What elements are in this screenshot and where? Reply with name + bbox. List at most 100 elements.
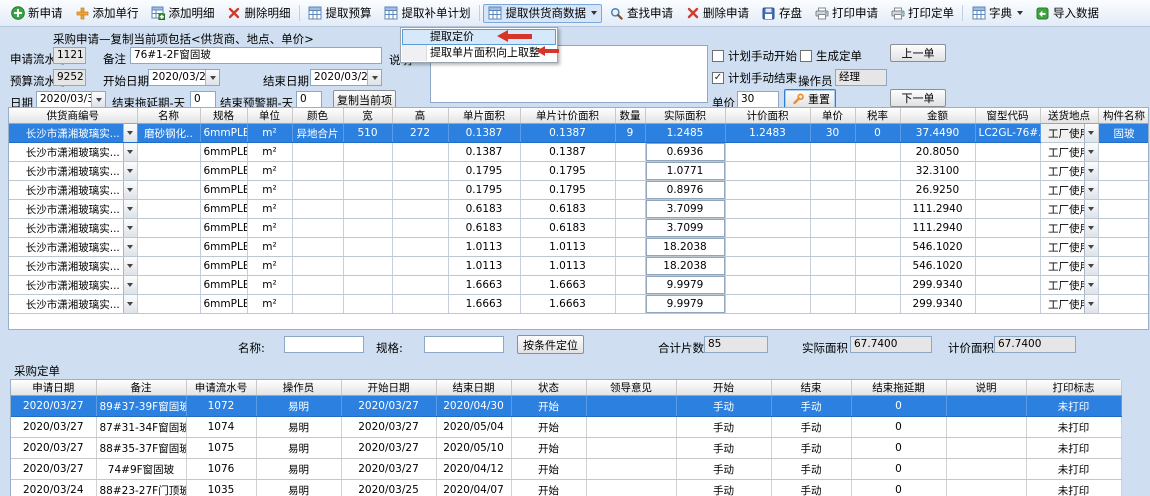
cell-delivery[interactable]: 工厂使用 — [1040, 142, 1099, 162]
cell-name[interactable]: 钢化室内.. — [137, 218, 201, 238]
cell-piece-area[interactable]: 0.6183 — [448, 218, 521, 238]
cell-priced-area[interactable]: 0.6935 — [725, 142, 811, 162]
cell-amount[interactable]: 20.8050 — [900, 142, 976, 162]
cell-spec[interactable]: 6mmPLE... — [200, 199, 248, 219]
cell-unit-price[interactable]: 30 — [810, 237, 856, 257]
order-cell-1[interactable]: 74#9F窗固玻 — [96, 458, 187, 480]
cell-color[interactable]: 异地合片 — [292, 123, 344, 143]
order-cell-2[interactable]: 1035 — [186, 479, 257, 496]
cell-amount[interactable]: 299.9340 — [900, 275, 976, 295]
column-header-component[interactable]: 构件名称 — [1098, 108, 1148, 124]
cell-component[interactable]: 固玻 — [1098, 256, 1148, 276]
cell-unit-price[interactable]: 30 — [810, 161, 856, 181]
order-cell-4[interactable]: 2020/03/27 — [341, 395, 437, 417]
cell-name[interactable]: 钢化室内.. — [137, 237, 201, 257]
table-row[interactable]: 长沙市潇湘玻璃实... 钢化室内..6mmPLE...m²异地合片12721310… — [9, 275, 1148, 295]
cell-actual-area[interactable]: 18.2038 — [645, 256, 726, 276]
cell-actual-area[interactable]: 0.6936 — [645, 142, 726, 162]
menu-item-0[interactable]: 提取定价 — [402, 29, 556, 45]
cell-unit-price[interactable]: 30 — [810, 218, 856, 238]
cell-priced-area[interactable]: 0.8975 — [725, 180, 811, 200]
cell-width[interactable]: 660 — [343, 161, 393, 181]
cell-name[interactable]: 钢化室内.. — [137, 294, 201, 314]
order-cell-3[interactable]: 易明 — [256, 479, 342, 496]
cell-width[interactable]: 1272 — [343, 294, 393, 314]
cell-piece-area[interactable]: 1.6663 — [448, 275, 521, 295]
cell-delivery[interactable]: 工厂使用 — [1040, 256, 1099, 276]
cell-amount[interactable]: 111.2940 — [900, 218, 976, 238]
cell-tax-rate[interactable] — [855, 218, 901, 238]
order-cell-7[interactable] — [586, 479, 677, 496]
chevron-down-icon[interactable] — [122, 295, 136, 313]
cell-spec[interactable]: 6mmPLE... — [200, 161, 248, 181]
column-header-piece-area[interactable]: 单片面积 — [448, 108, 521, 124]
cell-window-code[interactable]: LC2GL-76#... — [975, 123, 1041, 143]
cell-color[interactable]: 异地合片 — [292, 275, 344, 295]
remark-field[interactable]: 76#1-2F窗固玻 — [130, 47, 382, 64]
cell-height[interactable]: 1310 — [392, 237, 449, 257]
order-cell-11[interactable] — [946, 437, 1027, 459]
cell-priced-area[interactable]: 1.0770 — [725, 161, 811, 181]
order-cell-0[interactable]: 2020/03/27 — [11, 416, 97, 438]
order-cell-6[interactable]: 开始 — [511, 458, 587, 480]
cell-amount[interactable]: 26.9250 — [900, 180, 976, 200]
chevron-down-icon[interactable] — [1083, 295, 1097, 313]
order-cell-7[interactable] — [586, 458, 677, 480]
unit-price-field[interactable]: 30 — [737, 91, 779, 108]
cell-piece-priced-area[interactable]: 1.0113 — [520, 256, 616, 276]
cell-width[interactable]: 660 — [343, 180, 393, 200]
column-header-delivery[interactable]: 送货地点 — [1040, 108, 1099, 124]
cell-delivery[interactable]: 工厂使用 — [1040, 237, 1099, 257]
cell-amount[interactable]: 32.3100 — [900, 161, 976, 181]
next-order-button[interactable]: 下一单 — [890, 89, 946, 107]
cell-actual-area[interactable]: 0.8976 — [645, 180, 726, 200]
chevron-down-icon[interactable] — [91, 92, 105, 107]
cell-unit[interactable]: m² — [247, 294, 293, 314]
order-cell-2[interactable]: 1074 — [186, 416, 257, 438]
cell-unit[interactable]: m² — [247, 256, 293, 276]
cell-piece-priced-area[interactable]: 0.6183 — [520, 218, 616, 238]
checkbox-icon[interactable]: ✓ — [712, 72, 724, 84]
cell-priced-area[interactable]: 9.9978 — [725, 294, 811, 314]
order-cell-5[interactable]: 2020/04/12 — [436, 458, 512, 480]
checkbox-icon[interactable] — [800, 50, 812, 62]
table-row[interactable]: 长沙市潇湘玻璃实...钢化室内..6mmPLE...m²异地合片47213100… — [9, 199, 1148, 219]
cell-component[interactable]: 固玻 — [1098, 123, 1148, 143]
cell-name[interactable]: 钢化室内.. — [137, 256, 201, 276]
cell-delivery[interactable]: 工厂使用 — [1040, 161, 1099, 181]
order-cell-7[interactable] — [586, 416, 677, 438]
cell-height[interactable]: 1310 — [392, 218, 449, 238]
toolbar-button-import-data[interactable]: 导入数据 — [1030, 4, 1104, 23]
cell-piece-priced-area[interactable]: 0.1387 — [520, 123, 616, 143]
chevron-down-icon[interactable] — [122, 143, 136, 161]
checkbox-plan-manual-start[interactable]: 计划手动开始 — [712, 48, 797, 64]
column-header-unit[interactable]: 单位 — [247, 108, 293, 124]
chevron-down-icon[interactable] — [1083, 200, 1097, 218]
toolbar-button-extract-supplement-plan[interactable]: 提取补单计划 — [379, 4, 476, 23]
order-cell-3[interactable]: 易明 — [256, 395, 342, 417]
chevron-down-icon[interactable] — [1083, 276, 1097, 294]
order-cell-12[interactable]: 未打印 — [1026, 395, 1122, 417]
cell-width[interactable]: 1272 — [343, 275, 393, 295]
cell-height[interactable]: 272 — [392, 142, 449, 162]
cell-piece-priced-area[interactable]: 0.6183 — [520, 199, 616, 219]
order-cell-9[interactable]: 手动 — [771, 458, 852, 480]
menu-item-1[interactable]: 提取单片面积向上取整 — [430, 46, 540, 59]
cell-supplier[interactable]: 长沙市潇湘玻璃实... — [9, 256, 138, 276]
orders-column-header-2[interactable]: 申请流水号 — [186, 380, 257, 396]
cell-component[interactable]: 固玻 — [1098, 218, 1148, 238]
orders-column-header-8[interactable]: 开始 — [676, 380, 772, 396]
cell-color[interactable]: 异地合片 — [292, 218, 344, 238]
order-cell-2[interactable]: 1072 — [186, 395, 257, 417]
cell-unit-price[interactable]: 30 — [810, 256, 856, 276]
chevron-down-icon[interactable] — [1083, 219, 1097, 237]
order-cell-9[interactable]: 手动 — [771, 479, 852, 496]
order-cell-8[interactable]: 手动 — [676, 437, 772, 459]
cell-name[interactable]: 钢化室内.. — [137, 199, 201, 219]
cell-color[interactable]: 异地合片 — [292, 199, 344, 219]
cell-window-code[interactable]: LC33L-76#... — [975, 237, 1041, 257]
column-header-tax-rate[interactable]: 税率 — [855, 108, 901, 124]
checkbox-plan-manual-end[interactable]: ✓ 计划手动结束 — [712, 70, 797, 86]
cell-piece-priced-area[interactable]: 0.1387 — [520, 142, 616, 162]
column-header-width[interactable]: 宽 — [343, 108, 393, 124]
